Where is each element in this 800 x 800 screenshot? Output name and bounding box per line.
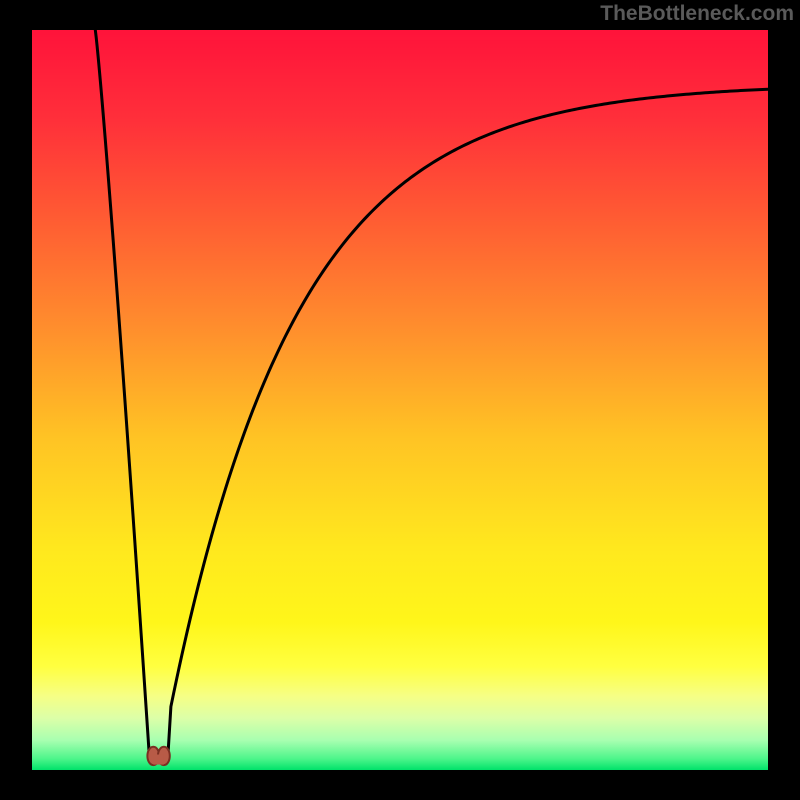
- bottleneck-marker: [147, 747, 169, 765]
- chart-svg: [0, 0, 800, 800]
- figure-canvas: TheBottleneck.com: [0, 0, 800, 800]
